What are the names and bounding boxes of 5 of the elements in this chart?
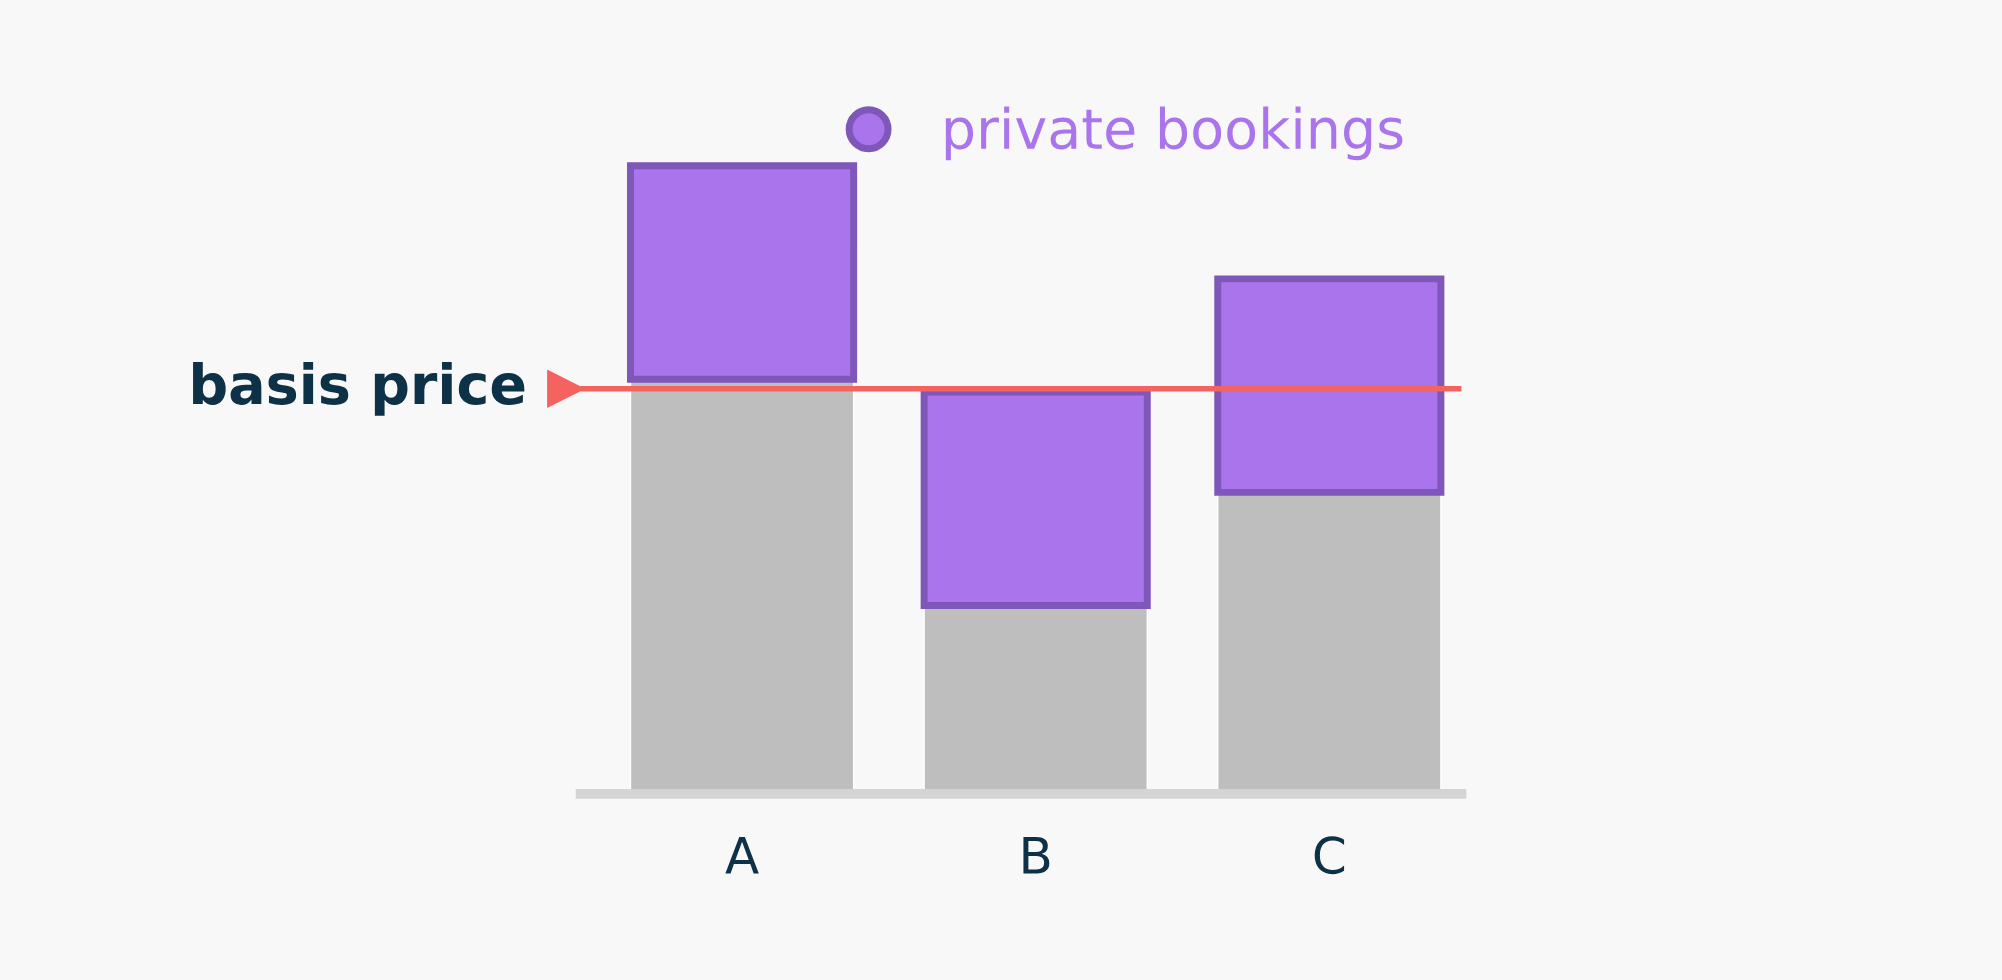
x-tick-label: B bbox=[1023, 837, 1050, 874]
ref-line-label: basis price bbox=[193, 361, 525, 416]
legend-label: private bookings bbox=[945, 106, 1403, 161]
x-tick-label: A bbox=[725, 837, 759, 874]
x-tick-label: C bbox=[1314, 836, 1345, 875]
